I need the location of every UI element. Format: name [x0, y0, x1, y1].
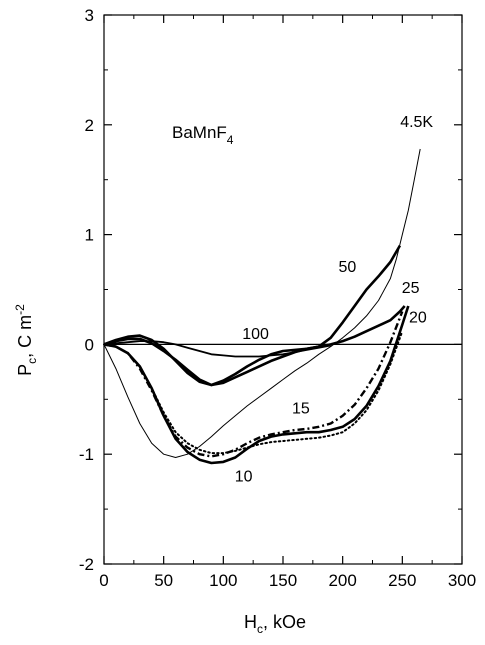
y-tick-label: 2	[85, 116, 94, 135]
x-tick-label: 300	[448, 571, 476, 590]
y-axis-title: Pc, C m-2	[13, 304, 39, 376]
curve-label-20: 20	[409, 309, 427, 326]
axis-tick-labels: 0 50 100 150 200 250 300 -2 -1 0 1 2 3	[79, 6, 476, 590]
y-tick-label: -1	[79, 445, 94, 464]
x-tick-label: 250	[388, 571, 416, 590]
data-series	[103, 148, 421, 465]
y-tick-label: 1	[85, 226, 94, 245]
axis-ticks	[103, 14, 463, 565]
x-tick-label: 100	[209, 571, 237, 590]
x-tick-label: 200	[328, 571, 356, 590]
curve-label-15: 15	[292, 401, 310, 418]
y-tick-label: 3	[85, 6, 94, 25]
series-line-4-5k	[103, 148, 421, 458]
series-line-25	[103, 305, 406, 387]
curve-label-50: 50	[339, 259, 357, 276]
series-line-15	[103, 311, 404, 458]
compound-label: BaMnF4	[172, 123, 234, 147]
series-line-20	[103, 330, 404, 455]
series-line-100	[103, 340, 331, 358]
curve-label-4-5k: 4.5K	[400, 114, 433, 131]
x-tick-label: 0	[99, 571, 108, 590]
curve-label-100: 100	[242, 326, 269, 343]
x-tick-label: 150	[269, 571, 297, 590]
y-tick-label: -2	[79, 555, 94, 574]
x-axis-title: Hc, kOe	[244, 612, 306, 636]
curve-label-25: 25	[402, 280, 420, 297]
y-tick-label: 0	[85, 335, 94, 354]
curve-label-10: 10	[235, 469, 253, 486]
curve-labels: 4.5K 50 25 20 100 15 10	[235, 114, 434, 486]
x-tick-label: 50	[154, 571, 173, 590]
